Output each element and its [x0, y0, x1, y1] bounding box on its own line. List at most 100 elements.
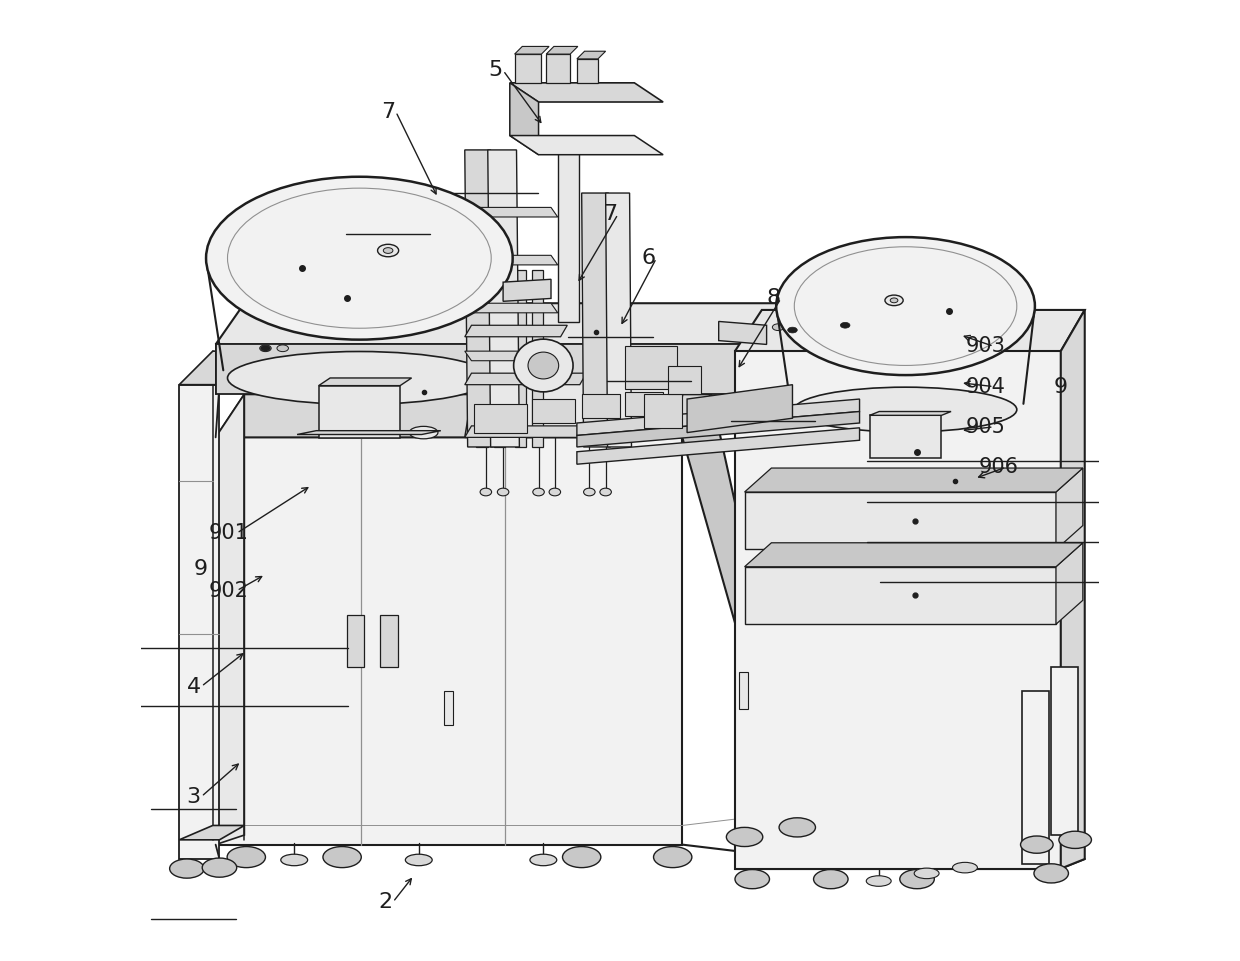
Polygon shape [503, 280, 551, 302]
Ellipse shape [528, 352, 559, 379]
Polygon shape [1056, 468, 1083, 550]
Text: 904: 904 [966, 377, 1006, 397]
Text: 2: 2 [378, 892, 392, 912]
Ellipse shape [813, 870, 848, 889]
Polygon shape [216, 394, 711, 437]
Polygon shape [465, 256, 558, 265]
Polygon shape [465, 208, 558, 217]
Bar [668, 365, 702, 394]
Polygon shape [546, 46, 578, 54]
Ellipse shape [377, 244, 398, 257]
Polygon shape [476, 327, 487, 447]
Polygon shape [510, 136, 663, 155]
Ellipse shape [841, 322, 849, 328]
Polygon shape [487, 150, 520, 447]
Polygon shape [216, 304, 898, 344]
Ellipse shape [653, 847, 692, 868]
Polygon shape [1023, 691, 1049, 864]
Ellipse shape [206, 177, 512, 339]
Bar [739, 672, 749, 708]
Ellipse shape [405, 854, 433, 866]
Ellipse shape [202, 858, 237, 877]
Bar [869, 415, 941, 458]
Ellipse shape [825, 320, 837, 327]
Text: 901: 901 [210, 523, 249, 543]
Polygon shape [465, 373, 587, 384]
Ellipse shape [409, 427, 438, 439]
Ellipse shape [1034, 864, 1069, 883]
Ellipse shape [383, 248, 393, 254]
Text: 905: 905 [966, 417, 1006, 437]
Ellipse shape [454, 378, 480, 391]
Text: 9: 9 [193, 558, 207, 579]
Ellipse shape [727, 827, 763, 847]
Polygon shape [735, 310, 1085, 351]
Ellipse shape [867, 875, 892, 886]
Polygon shape [577, 399, 859, 435]
Polygon shape [744, 468, 1083, 492]
Ellipse shape [563, 847, 601, 868]
Polygon shape [510, 83, 663, 102]
Polygon shape [494, 327, 505, 447]
Polygon shape [744, 492, 1056, 550]
Polygon shape [682, 394, 802, 859]
Bar [558, 136, 579, 322]
Polygon shape [216, 437, 682, 845]
Ellipse shape [322, 847, 361, 868]
Ellipse shape [900, 870, 934, 889]
Polygon shape [744, 567, 1056, 625]
Ellipse shape [549, 488, 560, 496]
Ellipse shape [787, 327, 797, 333]
Ellipse shape [227, 847, 265, 868]
Polygon shape [510, 83, 538, 155]
Polygon shape [465, 150, 494, 447]
Ellipse shape [795, 387, 1017, 432]
Text: 6: 6 [641, 248, 656, 268]
Ellipse shape [1059, 831, 1091, 849]
Polygon shape [1060, 310, 1085, 869]
Polygon shape [735, 351, 1060, 869]
Ellipse shape [735, 870, 770, 889]
Ellipse shape [480, 488, 491, 496]
Polygon shape [532, 270, 543, 447]
Ellipse shape [170, 859, 205, 878]
Bar [515, 54, 542, 83]
Polygon shape [744, 543, 1083, 567]
Polygon shape [180, 825, 244, 840]
Text: 902: 902 [210, 580, 249, 601]
Ellipse shape [529, 854, 557, 866]
Polygon shape [577, 428, 859, 464]
Bar [532, 399, 575, 423]
Polygon shape [577, 51, 605, 59]
Bar [475, 404, 527, 432]
Polygon shape [298, 431, 440, 434]
Ellipse shape [1021, 836, 1053, 853]
Bar [625, 346, 677, 389]
Polygon shape [465, 351, 558, 360]
Text: 5: 5 [489, 61, 502, 81]
Polygon shape [515, 46, 549, 54]
Text: 903: 903 [966, 336, 1006, 357]
Text: 3: 3 [186, 787, 201, 806]
Ellipse shape [260, 345, 270, 351]
Ellipse shape [259, 345, 272, 352]
Ellipse shape [280, 854, 308, 866]
Polygon shape [515, 270, 526, 447]
Text: 7: 7 [381, 102, 396, 122]
Ellipse shape [952, 862, 977, 873]
Polygon shape [869, 411, 951, 415]
Ellipse shape [779, 818, 816, 837]
Polygon shape [319, 378, 412, 385]
Polygon shape [180, 351, 244, 384]
Polygon shape [687, 384, 792, 432]
Ellipse shape [533, 488, 544, 496]
Ellipse shape [773, 324, 784, 331]
Polygon shape [465, 325, 567, 336]
Text: 906: 906 [978, 457, 1018, 477]
Ellipse shape [513, 339, 573, 392]
Bar [381, 615, 398, 667]
Bar [319, 385, 401, 438]
Text: 4: 4 [186, 677, 201, 697]
Ellipse shape [914, 868, 939, 878]
Bar [444, 691, 454, 725]
